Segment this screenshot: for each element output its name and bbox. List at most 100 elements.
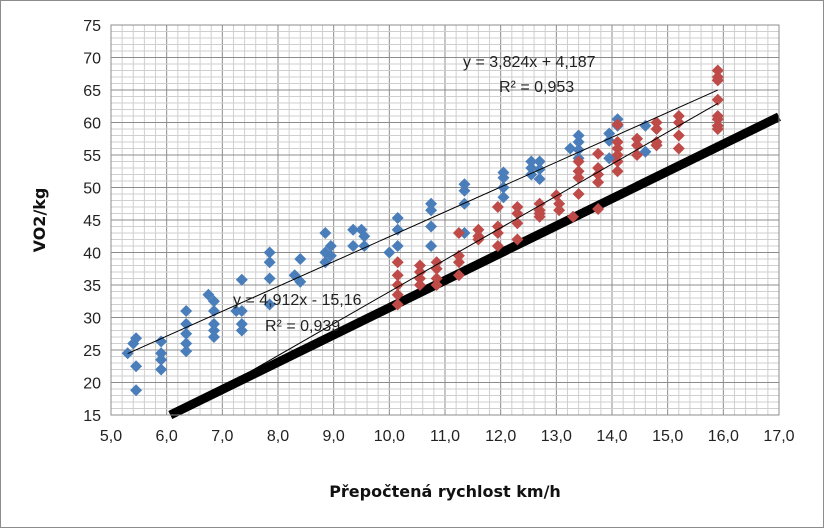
x-tick-label: 5,0 [100, 428, 122, 445]
series-1-point [497, 171, 510, 184]
y-tick-label: 55 [83, 148, 101, 165]
series-2-point [491, 201, 504, 213]
x-tick-label: 10,0 [374, 428, 405, 445]
series-1-point [358, 230, 371, 243]
series-1-point [180, 345, 193, 358]
y-tick-label: 25 [83, 343, 101, 360]
series-2-point [430, 279, 443, 291]
series-1-point [458, 178, 471, 191]
series-2-point [452, 256, 465, 269]
series-1-point [263, 272, 276, 285]
series-2-point [672, 116, 685, 129]
series-1-point [347, 240, 360, 252]
series-2-point [592, 168, 605, 181]
series-1-point [572, 136, 585, 148]
series-2-point [452, 227, 465, 239]
series-1-point [155, 335, 168, 348]
x-tick-label: 12,0 [485, 428, 516, 445]
series-1-point [155, 353, 168, 366]
x-tick-label: 16,0 [708, 428, 739, 445]
plot-border [110, 24, 780, 416]
series-1-point [639, 119, 652, 132]
series-1-point [347, 223, 360, 236]
series-2-point [650, 116, 663, 129]
series-2-point [611, 155, 624, 168]
series-1-point [180, 327, 193, 340]
series-2-point [391, 269, 404, 282]
series-1-point [319, 256, 332, 269]
trendline-r2-2: R² = 0,939 [265, 318, 340, 335]
series-2-point [650, 123, 663, 135]
series-1-point [425, 204, 438, 217]
series-1-point [572, 143, 585, 156]
series-1-point [130, 332, 143, 345]
series-1-point [525, 155, 538, 168]
series-2-point [391, 279, 404, 291]
series-1-point [391, 212, 404, 225]
series-1-point [533, 173, 546, 186]
series-2-point [711, 113, 724, 126]
series-2-point [491, 220, 504, 233]
grid-lines [110, 24, 780, 416]
series-2-point [631, 132, 644, 145]
series-1-point [319, 227, 332, 239]
series-1-point [207, 318, 220, 330]
y-tick-label: 15 [83, 408, 101, 425]
series-2-point [391, 288, 404, 301]
series-1-point [294, 253, 307, 265]
trendline-2 [222, 102, 719, 388]
x-tick-label: 14,0 [596, 428, 627, 445]
series-1-point [391, 223, 404, 236]
series-1-point [294, 275, 307, 288]
series-2-point [572, 155, 585, 168]
series-1-point [458, 197, 471, 210]
x-tick-label: 17,0 [763, 428, 794, 445]
series-1-point [180, 337, 193, 350]
trendlines [127, 89, 719, 388]
series-2-point [711, 123, 724, 135]
y-tick-label: 40 [83, 246, 101, 263]
series-1-point [533, 155, 546, 168]
series-1-point [235, 273, 248, 286]
series-1-point [263, 298, 276, 311]
y-tick-label: 60 [83, 116, 101, 133]
series-2-point [491, 240, 504, 252]
series-2-point [413, 259, 426, 272]
series-1-point [425, 240, 438, 252]
trendline-equation-1: y = 3,824x + 4,187 [463, 54, 596, 71]
series-1-point [391, 240, 404, 252]
trendline-1 [127, 89, 718, 355]
series-2-point [592, 202, 605, 215]
x-tick-label: 8,0 [267, 428, 289, 445]
series-1-point [155, 363, 168, 376]
series-2-point [631, 149, 644, 161]
series-1-point [603, 127, 616, 140]
x-tick-label: 15,0 [652, 428, 683, 445]
series-2-point [572, 188, 585, 200]
series-1-point [207, 331, 220, 343]
reference-thick-line [168, 112, 781, 420]
trendline-equation-2: y = 4,912x - 15,16 [233, 292, 362, 309]
series-2-point [413, 266, 426, 278]
series-2-point [592, 176, 605, 189]
series-1-point [130, 360, 143, 373]
series-2-point [553, 197, 566, 210]
y-tick-label: 65 [83, 83, 101, 100]
reference-line [168, 112, 781, 420]
y-tick-label: 20 [83, 376, 101, 393]
series-2-point [452, 269, 465, 282]
series-2-point [711, 64, 724, 77]
x-tick-label: 13,0 [541, 428, 572, 445]
series-2-point [650, 139, 663, 152]
series-1-point [458, 184, 471, 197]
series-2-point [430, 272, 443, 285]
series-2-point [391, 256, 404, 269]
series-2-point [592, 147, 605, 160]
x-tick-label: 7,0 [211, 428, 233, 445]
x-axis-title: Přepočtená rychlost km/h [329, 482, 561, 501]
series-2-point [413, 279, 426, 291]
series-2-point [533, 210, 546, 223]
series-2-point [611, 165, 624, 178]
